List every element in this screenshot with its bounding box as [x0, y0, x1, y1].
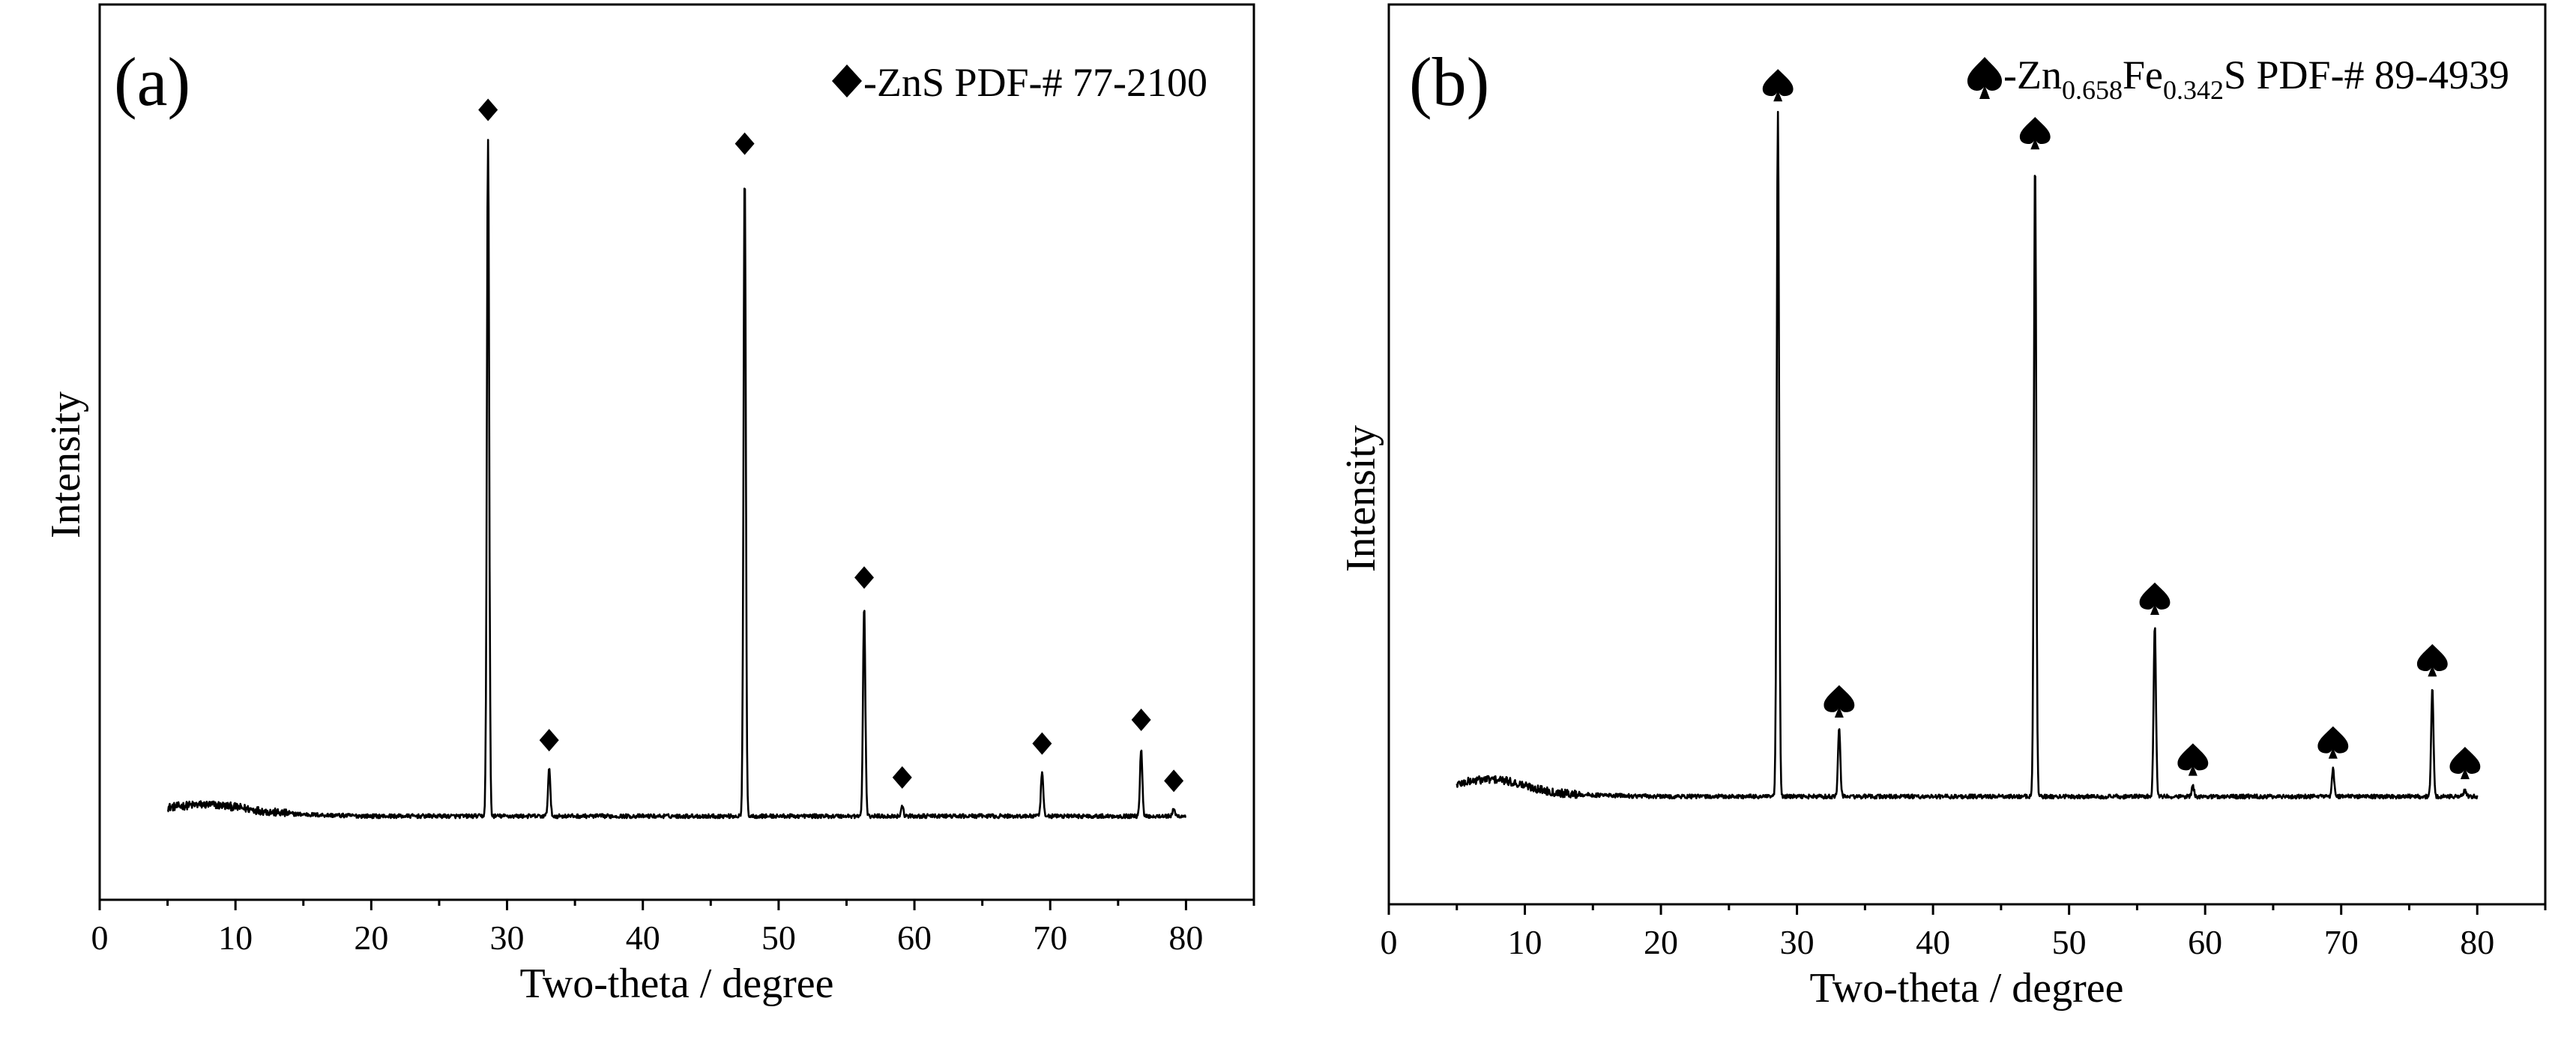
a-peak-marker-diamond-icon	[478, 98, 498, 121]
b-peak-marker-spade-icon	[2416, 644, 2448, 677]
a-peak-marker-diamond-icon	[892, 766, 912, 789]
b-x-tick-label-10: 10	[1508, 923, 1542, 961]
b-peak-marker-spade-icon	[2317, 726, 2349, 759]
panel-a: (a) -ZnS PDF-# 77-2100 0 10 20 30 40 50 60 70 80…	[43, 3, 1255, 1007]
b-peak-marker-spade-icon	[1824, 685, 1855, 718]
a-x-tick-label-40: 40	[626, 919, 660, 957]
b-peak-marker-spade-icon	[2177, 743, 2209, 776]
b-x-tick-label-30: 30	[1780, 923, 1815, 961]
panel-a-x-tick-labels: 0 10 20 30 40 50 60 70 80	[91, 919, 1204, 957]
b-x-tick-label-40: 40	[1916, 923, 1950, 961]
a-peak-marker-diamond-icon	[1164, 769, 1184, 793]
panel-b-xrd-trace	[1456, 110, 2479, 800]
panel-b-legend: -Zn0.658Fe0.342S PDF-# 89-4939	[1967, 52, 2509, 105]
b-peak-marker-spade-icon	[2019, 117, 2051, 150]
a-x-tick-label-0: 0	[91, 919, 109, 957]
a-x-tick-label-30: 30	[490, 919, 525, 957]
b-x-tick-label-20: 20	[1644, 923, 1678, 961]
panel-b-legend-text: -Zn0.658Fe0.342S PDF-# 89-4939	[2003, 52, 2509, 105]
a-x-tick-label-80: 80	[1168, 919, 1203, 957]
panel-b-legend-part-2: Fe	[2123, 52, 2163, 97]
a-x-tick-label-50: 50	[761, 919, 796, 957]
a-x-tick-label-60: 60	[897, 919, 932, 957]
panel-b-legend-part-3: S PDF-# 89-4939	[2224, 52, 2509, 97]
b-peak-marker-spade-icon	[2449, 746, 2481, 780]
a-peak-marker-diamond-icon	[735, 132, 755, 155]
a-x-tick-label-70: 70	[1033, 919, 1067, 957]
panel-b-x-tick-labels: 0 10 20 30 40 50 60 70 80	[1381, 923, 2495, 961]
panel-a-legend-diamond-icon	[832, 64, 862, 97]
panel-a-plot-area	[98, 3, 1255, 901]
panel-b-x-ticks	[1387, 904, 2547, 915]
b-peak-marker-spade-icon	[1762, 69, 1794, 102]
a-x-tick-label-20: 20	[354, 919, 388, 957]
a-peak-marker-diamond-icon	[1131, 709, 1151, 732]
panel-a-legend: -ZnS PDF-# 77-2100	[832, 60, 1207, 105]
panel-a-peak-markers	[478, 98, 1184, 793]
b-x-tick-label-70: 70	[2324, 923, 2359, 961]
a-peak-marker-diamond-icon	[1032, 732, 1052, 755]
panel-a-x-ticks	[98, 900, 1255, 910]
panel-a-y-axis-title: Intensity	[43, 391, 89, 538]
panel-b-legend-sub-2: 0.342	[2163, 75, 2224, 105]
panel-b-peak-markers	[1762, 69, 2481, 780]
b-peak-marker-spade-icon	[2139, 582, 2171, 616]
b-x-tick-label-80: 80	[2460, 923, 2494, 961]
panel-b-label: (b)	[1409, 43, 1489, 120]
panel-a-legend-text: -ZnS PDF-# 77-2100	[863, 60, 1207, 105]
panel-b: (b) -Zn0.658Fe0.342S PDF-# 89-4939 0 10 20…	[1338, 3, 2547, 1012]
b-x-tick-label-0: 0	[1381, 923, 1398, 961]
b-x-tick-label-60: 60	[2188, 923, 2222, 961]
panel-a-xrd-trace	[167, 139, 1186, 820]
panel-a-label: (a)	[114, 43, 190, 120]
b-x-tick-label-50: 50	[2052, 923, 2087, 961]
panel-b-legend-part-1: -Zn	[2003, 52, 2062, 97]
a-x-tick-label-10: 10	[218, 919, 253, 957]
panel-b-y-axis-title: Intensity	[1338, 425, 1384, 572]
panel-b-legend-spade-icon	[1967, 57, 2002, 99]
a-peak-marker-diamond-icon	[854, 566, 875, 589]
panel-a-x-axis-title: Two-theta / degree	[520, 961, 834, 1007]
a-peak-marker-diamond-icon	[539, 729, 559, 752]
panel-b-x-axis-title: Two-theta / degree	[1810, 965, 2124, 1012]
panel-b-plot-area	[1387, 3, 2547, 906]
panel-b-legend-sub-1: 0.658	[2062, 75, 2123, 105]
